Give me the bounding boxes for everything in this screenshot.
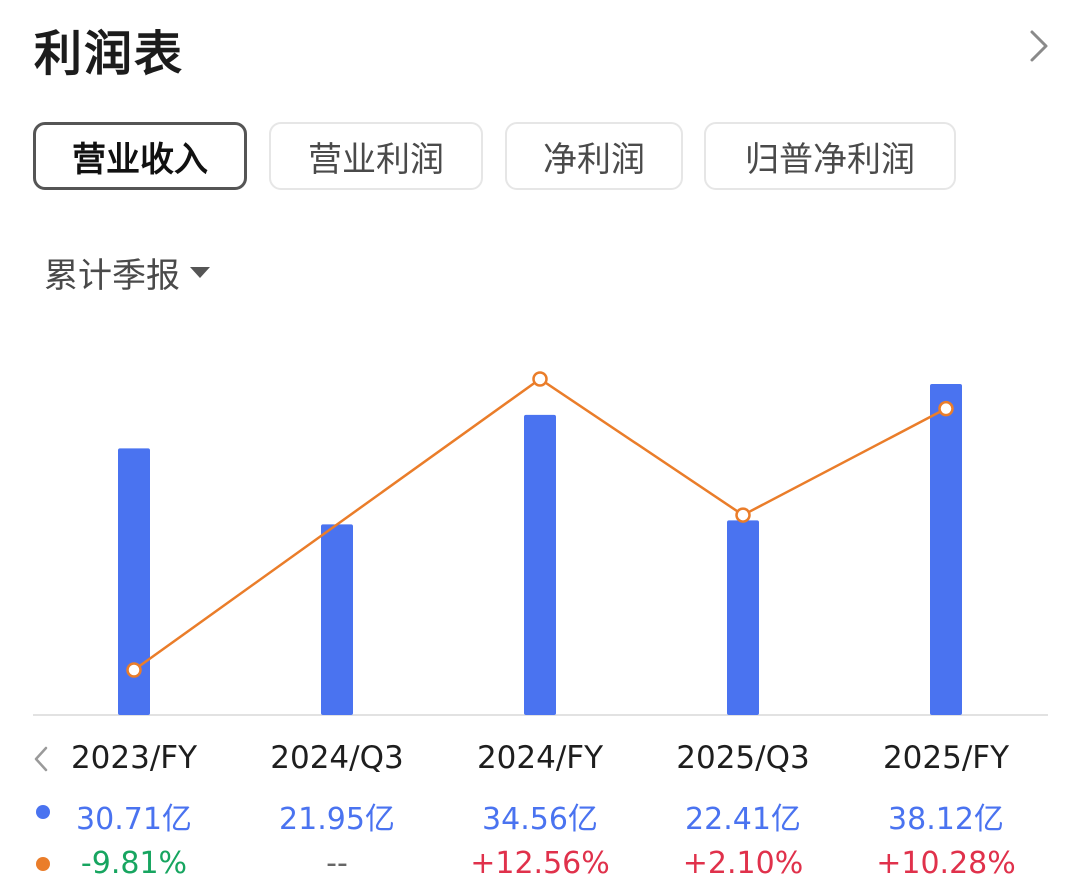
revenue-chart xyxy=(33,371,1048,716)
bar-2024/FY[interactable] xyxy=(524,414,556,715)
growth-line xyxy=(133,377,947,672)
growth-value-label: -- xyxy=(326,846,348,881)
revenue-value-label: 38.12亿 xyxy=(888,802,1004,837)
category-label: 2023/FY xyxy=(70,740,198,776)
bar-2024/Q3[interactable] xyxy=(321,524,353,715)
revenue-value-label: 30.71亿 xyxy=(76,802,192,837)
growth-value-label: +10.28% xyxy=(876,846,1016,881)
bar-2025/FY[interactable] xyxy=(930,384,962,715)
growth-value-label: +12.56% xyxy=(470,846,610,881)
revenue-value-label: 34.56亿 xyxy=(482,802,598,837)
revenue-value-label: 21.95亿 xyxy=(279,802,395,837)
growth-value-label: -9.81% xyxy=(80,846,188,881)
growth-point-2025/Q3[interactable] xyxy=(735,507,751,523)
period-selector-label: 累计季报 xyxy=(44,256,180,296)
growth-value-label: +2.10% xyxy=(682,846,804,881)
chevron-left-icon[interactable] xyxy=(30,744,52,774)
tab-operating-profit[interactable]: 营业利润 xyxy=(269,122,483,190)
growth-point-2023/FY[interactable] xyxy=(126,662,142,678)
tab-revenue[interactable]: 营业收入 xyxy=(33,122,247,190)
revenue-legend-dot xyxy=(36,805,50,819)
revenue-value-label: 22.41亿 xyxy=(685,802,801,837)
tab-attributable-net-profit[interactable]: 归普净利润 xyxy=(704,122,956,190)
caret-down-icon xyxy=(190,267,210,278)
category-label: 2024/Q3 xyxy=(270,740,404,776)
category-label: 2025/FY xyxy=(882,740,1010,776)
category-label: 2024/FY xyxy=(476,740,604,776)
tab-net-profit[interactable]: 净利润 xyxy=(505,122,683,190)
period-selector[interactable]: 累计季报 xyxy=(44,248,210,297)
growth-point-2024/FY[interactable] xyxy=(532,371,548,387)
bar-2025/Q3[interactable] xyxy=(727,520,759,715)
bar-2023/FY[interactable] xyxy=(118,448,150,715)
chevron-right-icon[interactable] xyxy=(1022,28,1054,64)
growth-point-2025/FY[interactable] xyxy=(938,400,954,417)
page-title: 利润表 xyxy=(34,26,185,82)
category-label: 2025/Q3 xyxy=(676,740,810,776)
growth-legend-dot xyxy=(36,857,50,871)
